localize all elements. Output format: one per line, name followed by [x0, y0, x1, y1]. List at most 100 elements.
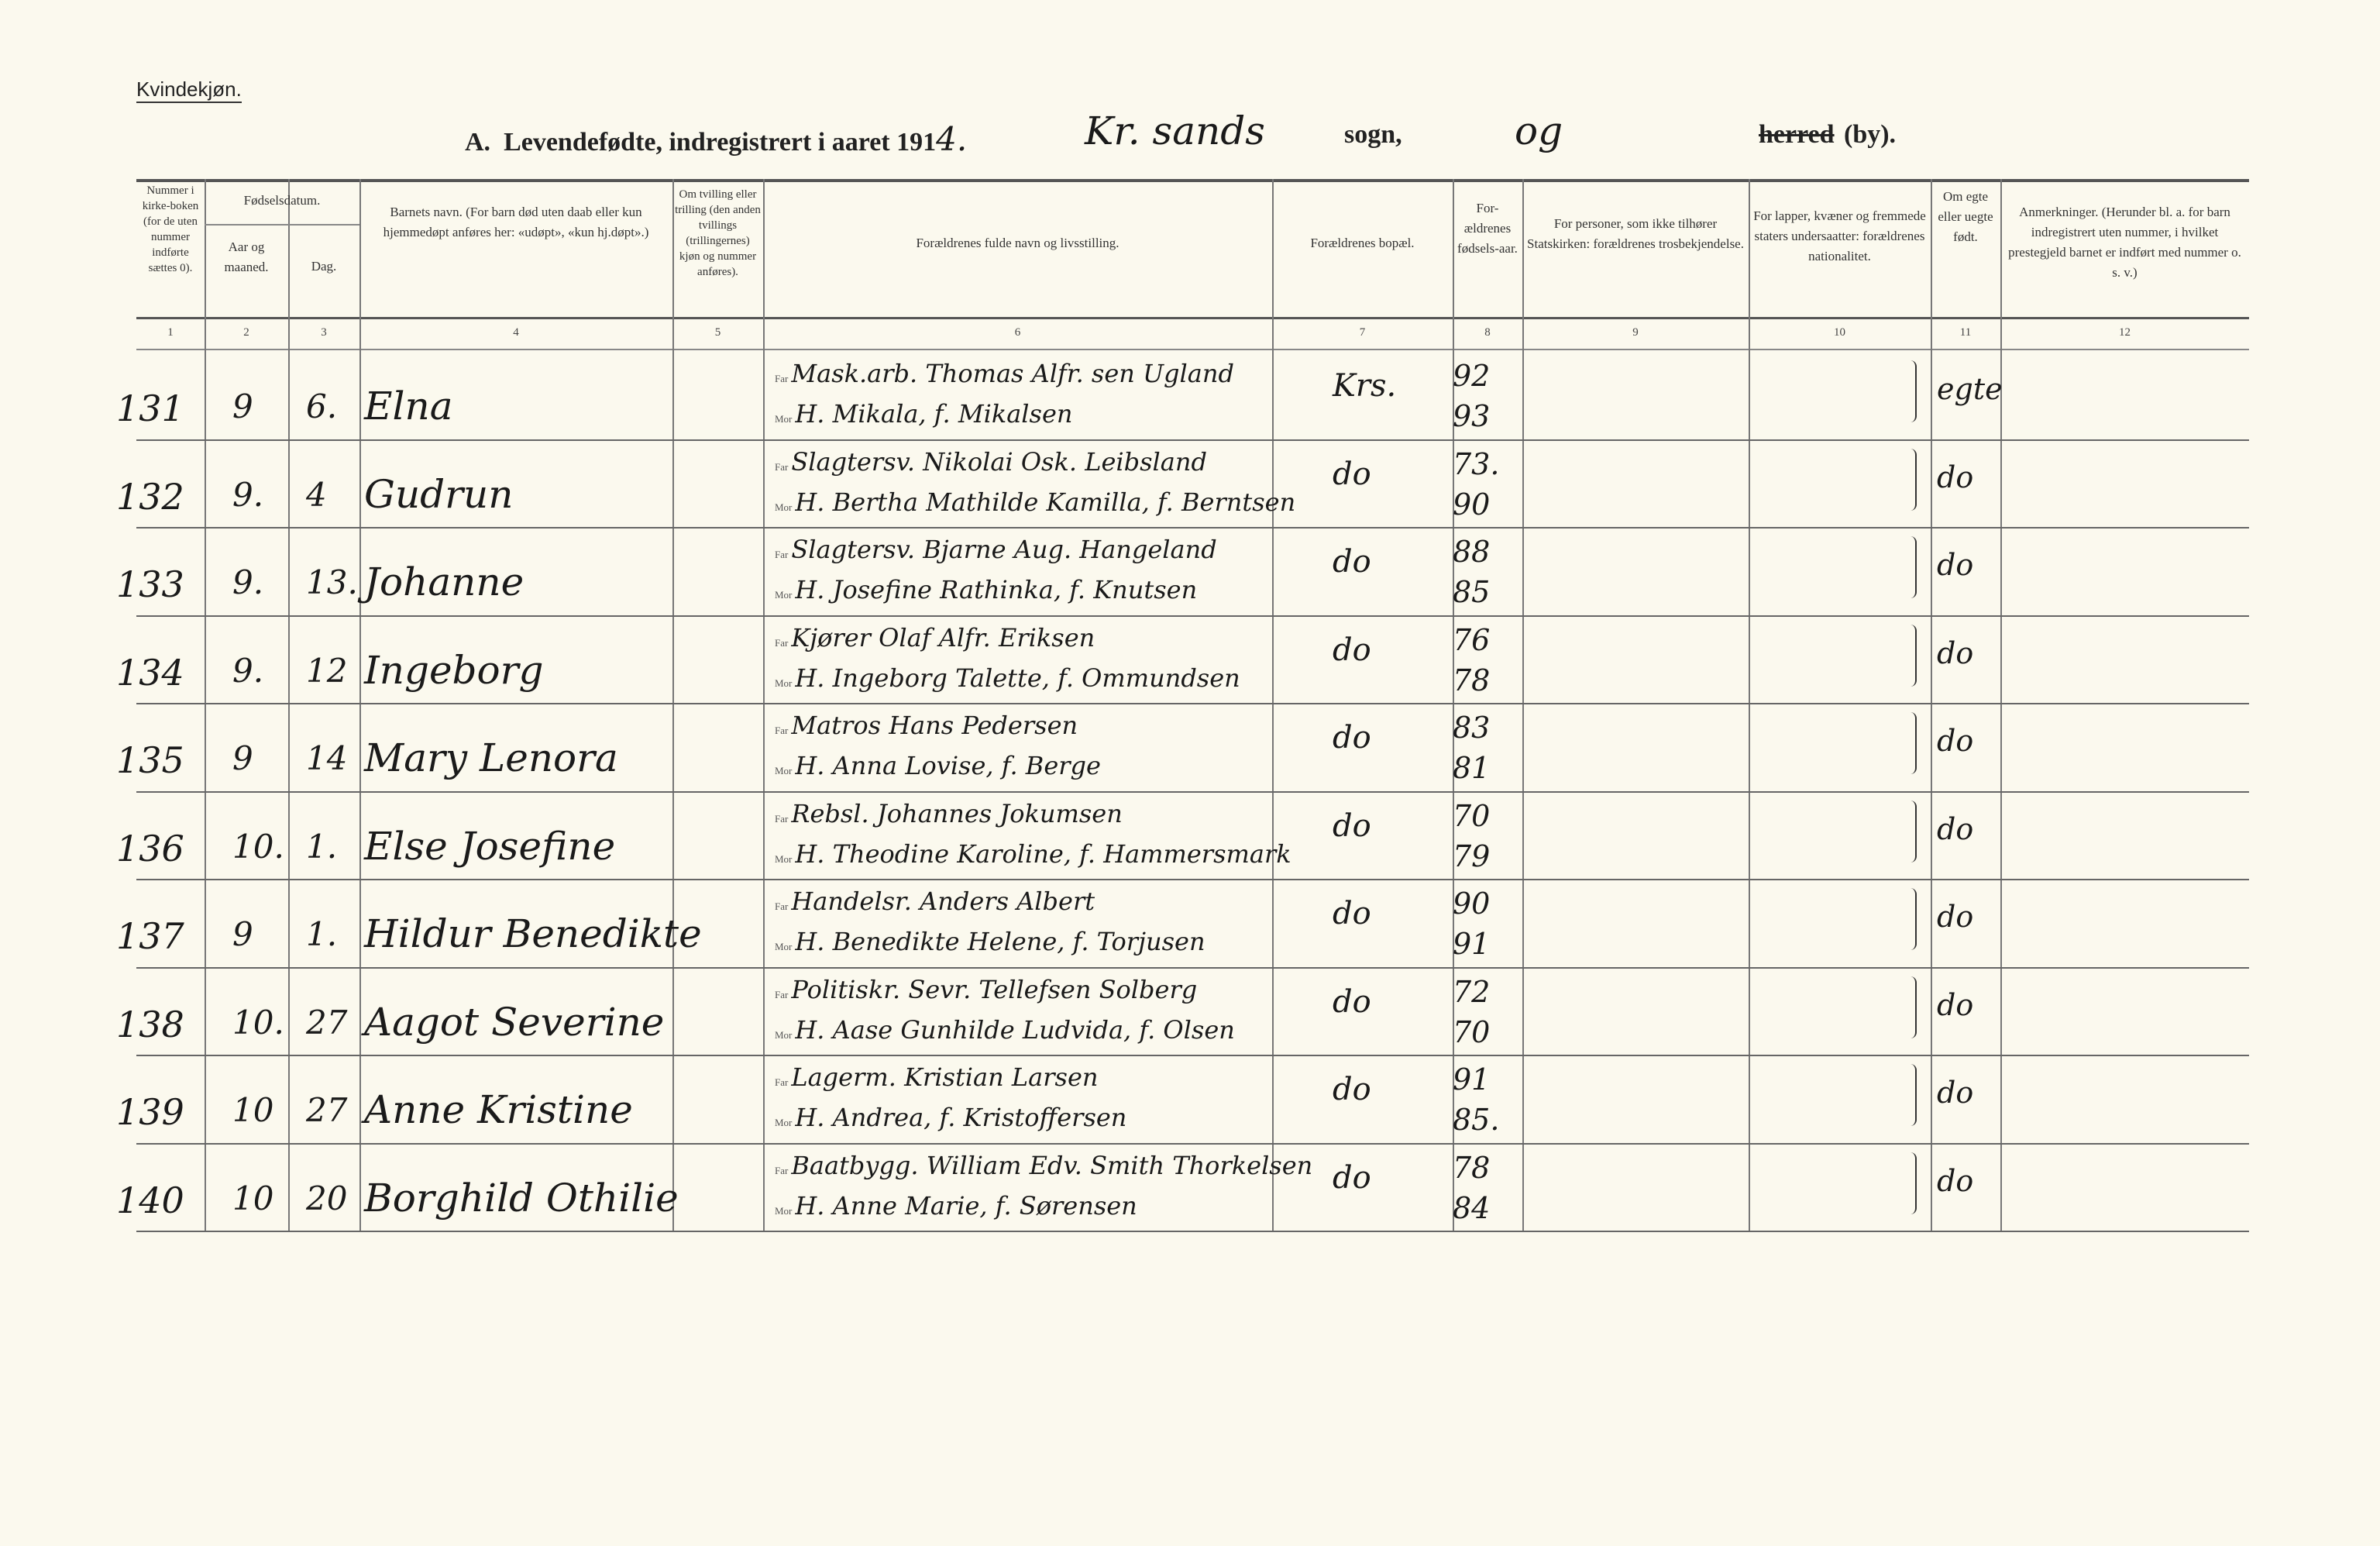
- birth-day: 27: [306, 1091, 348, 1129]
- mother-birth-year: 90: [1453, 487, 1491, 522]
- residence: do: [1333, 896, 1371, 931]
- legitimacy: do: [1937, 1163, 1974, 1198]
- column-header: Fødselsdatum.: [243, 193, 321, 208]
- column-divider: [1931, 179, 1932, 1232]
- column-header: For personer, som ikke tilhører Statskir…: [1527, 216, 1744, 251]
- column-divider: [1272, 179, 1274, 1232]
- column-number: 10: [1834, 326, 1845, 339]
- column-divider: [2000, 179, 2002, 1232]
- entry-number: 138: [116, 1003, 184, 1045]
- child-name: Gudrun: [364, 471, 514, 517]
- father-name: Matros Hans Pedersen: [791, 711, 1078, 740]
- table-row: 139 10 27 Anne Kristine Far Lagerm. Kristian …: [0, 1056, 2380, 1145]
- father-label: Far: [775, 1164, 789, 1176]
- column-number: 4: [513, 326, 519, 339]
- birth-month: 9: [232, 915, 253, 953]
- brace-mark: [1907, 1152, 1917, 1214]
- father-label: Far: [775, 636, 789, 649]
- residence: do: [1333, 720, 1371, 756]
- table-row: 133 9. 13. Johanne Far Slagtersv. Bjarne Aug.…: [0, 529, 2380, 617]
- father-line: Far Baatbygg. William Edv. Smith Thorkels…: [775, 1151, 1312, 1180]
- column-number: 12: [2119, 326, 2131, 339]
- residence: do: [1333, 983, 1371, 1020]
- date-subheader-rule: [205, 224, 359, 226]
- legitimacy: do: [1937, 1076, 1974, 1110]
- column-number: 6: [1014, 326, 1021, 339]
- column-divider: [359, 179, 361, 1232]
- legitimacy: do: [1937, 635, 1974, 670]
- column-divider: [763, 179, 765, 1232]
- mother-line: Mor H. Benedikte Helene, f. Torjusen: [775, 927, 1205, 956]
- mother-name: H. Mikala, f. Mikalsen: [795, 399, 1073, 429]
- child-name: Elna: [364, 384, 453, 429]
- row-rule: [136, 1055, 2249, 1056]
- child-name: Mary Lenora: [364, 735, 618, 780]
- column-divider: [288, 179, 290, 1232]
- residence: Krs.: [1333, 368, 1397, 404]
- table-row: 138 10. 27 Aagot Severine Far Politiskr. Sevr…: [0, 969, 2380, 1056]
- row-rule: [136, 1231, 2249, 1232]
- brace-mark: [1907, 976, 1917, 1038]
- header-rule: [136, 317, 2249, 319]
- mother-name: H. Aase Gunhilde Ludvida, f. Olsen: [795, 1014, 1235, 1045]
- child-name: Anne Kristine: [364, 1087, 633, 1132]
- entry-number: 136: [116, 827, 184, 869]
- child-name: Hildur Benedikte: [364, 911, 702, 956]
- entry-number: 134: [116, 651, 184, 694]
- mother-birth-year: 85.: [1453, 1103, 1500, 1137]
- father-name: Rebsl. Johannes Jokumsen: [791, 798, 1123, 828]
- column-header: For-ældrenes fødsels-aar.: [1457, 201, 1518, 256]
- birth-day: 20: [306, 1179, 348, 1217]
- mother-name: H. Anne Marie, f. Sørensen: [795, 1190, 1137, 1221]
- mother-line: Mor H. Mikala, f. Mikalsen: [775, 399, 1072, 429]
- entry-number: 135: [116, 739, 184, 781]
- father-label: Far: [775, 900, 789, 912]
- mother-birth-year: 70: [1453, 1014, 1491, 1049]
- birth-day: 27: [306, 1003, 348, 1042]
- father-label: Far: [775, 988, 789, 1000]
- birth-month: 10: [232, 1179, 274, 1217]
- entry-number: 139: [116, 1091, 184, 1133]
- mother-line: Mor H. Ingeborg Talette, f. Ommundsen: [775, 663, 1240, 693]
- father-line: Far Lagerm. Kristian Larsen: [775, 1062, 1098, 1092]
- herred-label: herred: [1759, 120, 1835, 149]
- father-name: Slagtersv. Bjarne Aug. Hangeland: [791, 535, 1217, 564]
- column-header: Forældrenes fulde navn og livsstilling.: [916, 236, 1119, 250]
- column-header: Nummer i kirke-boken (for de uten nummer…: [142, 184, 199, 274]
- mother-birth-year: 78: [1453, 663, 1491, 697]
- row-rule: [136, 439, 2249, 441]
- entry-number: 140: [116, 1179, 184, 1221]
- father-line: Far Matros Hans Pedersen: [775, 711, 1078, 740]
- residence: do: [1333, 632, 1371, 668]
- title-year-digit: 4.: [936, 120, 968, 158]
- birth-month: 9.: [232, 475, 264, 514]
- column-number: 5: [714, 326, 721, 339]
- mother-label: Mor: [775, 765, 793, 776]
- birth-month: 9: [232, 739, 253, 777]
- mother-label: Mor: [775, 501, 793, 513]
- legitimacy: do: [1937, 724, 1974, 758]
- column-divider: [1453, 179, 1454, 1232]
- parish-name: Kr. sands: [1085, 108, 1265, 153]
- sogn-label: sogn,: [1344, 120, 1402, 149]
- father-line: Far Mask.arb. Thomas Alfr. sen Ugland: [775, 359, 1234, 388]
- child-name: Aagot Severine: [364, 999, 665, 1045]
- column-header: Om tvilling eller trilling (den anden tv…: [675, 188, 761, 278]
- mother-name: H. Anna Lovise, f. Berge: [795, 751, 1101, 780]
- brace-mark: [1907, 800, 1917, 863]
- residence: do: [1333, 1072, 1371, 1107]
- og-handwritten: og: [1515, 108, 1563, 153]
- father-birth-year: 91: [1453, 1062, 1491, 1097]
- mother-label: Mor: [775, 941, 793, 952]
- column-header: Barnets navn. (For barn død uten daab el…: [383, 205, 649, 239]
- row-rule: [136, 527, 2249, 529]
- page-title: A. Levendefødte, indregistrert i aaret 1…: [465, 120, 967, 158]
- row-rule: [136, 615, 2249, 617]
- column-header: Aar og maaned.: [224, 239, 269, 274]
- table-row: 132 9. 4 Gudrun Far Slagtersv. Nikolai Osk. L…: [0, 441, 2380, 529]
- father-label: Far: [775, 812, 789, 825]
- mother-line: Mor H. Josefine Rathinka, f. Knutsen: [775, 575, 1197, 604]
- father-birth-year: 72: [1453, 974, 1491, 1009]
- number-row-rule: [136, 349, 2249, 350]
- entry-number: 131: [116, 387, 184, 429]
